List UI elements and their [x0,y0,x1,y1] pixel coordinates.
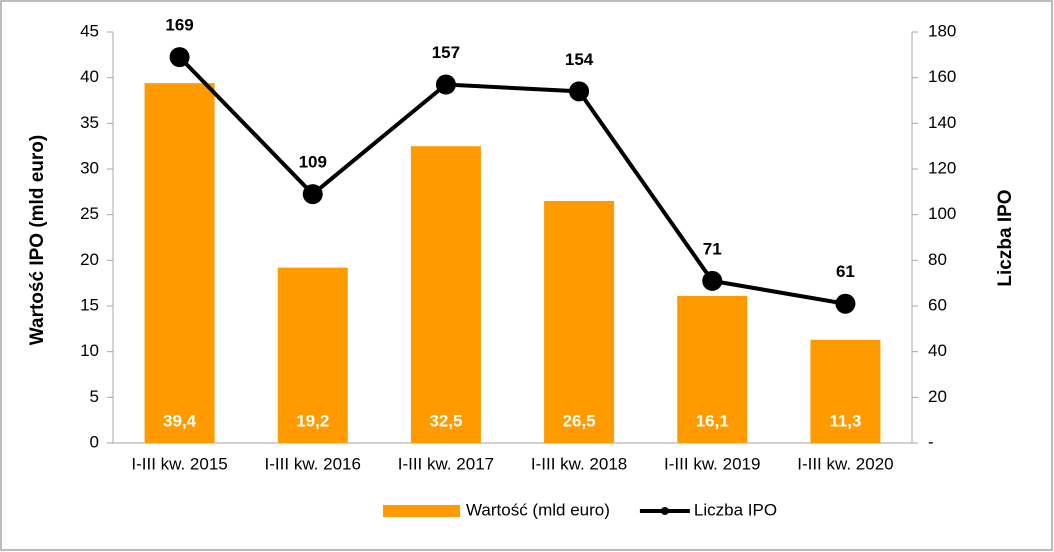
bar-value-label: 32,5 [429,411,462,430]
point-value-label: 61 [836,262,855,281]
y2-tick-label: 60 [928,295,947,314]
bar [677,295,748,443]
bar-value-label: 26,5 [563,411,596,430]
line-point [569,81,590,102]
bar [144,83,215,443]
legend-swatch [660,507,669,515]
y2-tick-label: - [928,432,934,451]
bar [410,146,481,443]
y-tick-label: 20 [80,250,99,269]
y-tick-label: 5 [90,387,99,406]
y2-tick-label: 100 [928,204,956,223]
y-tick-label: 40 [80,67,99,86]
y2-tick-label: 80 [928,250,947,269]
line-point [702,270,723,291]
y-tick-label: 0 [90,432,99,451]
point-value-label: 71 [703,239,722,258]
x-tick-label: I-III kw. 2018 [531,454,627,473]
point-value-label: 169 [165,16,193,35]
point-value-label: 157 [432,43,460,62]
y2-tick-label: 180 [928,21,956,40]
y2-tick-label: 140 [928,113,956,132]
bar-value-label: 16,1 [696,411,729,430]
line-point [835,293,856,314]
line [178,55,846,306]
y2-tick-label: 20 [928,387,947,406]
y-tick-label: 35 [80,113,99,132]
bar [544,200,615,443]
y-tick-label: 15 [80,295,99,314]
bar-value-label: 19,2 [296,411,329,430]
line-point [302,184,323,205]
y2-tick-label: 160 [928,67,956,86]
legend-swatch [383,505,460,517]
legend-label: Wartość (mld euro) [466,500,610,519]
y-tick-label: 10 [80,341,99,360]
x-tick-label: I-III kw. 2016 [265,454,361,473]
legend-label: Liczba IPO [694,500,777,519]
line-point [169,47,190,68]
bar-value-label: 11,3 [829,411,861,430]
x-tick-label: I-III kw. 2019 [664,454,760,473]
point-value-label: 154 [565,50,594,69]
bar [810,339,881,443]
y2-tick-label: 40 [928,341,947,360]
bar-value-label: 39,4 [163,411,197,430]
y-tick-label: 30 [80,158,99,177]
x-tick-label: I-III kw. 2017 [398,454,494,473]
line-point [435,74,456,95]
point-value-label: 109 [299,153,327,172]
y2-axis-title: Liczba IPO [995,189,1016,286]
bar [277,267,348,443]
y-tick-label: 45 [80,21,99,40]
y2-tick-label: 120 [928,158,956,177]
x-tick-label: I-III kw. 2015 [131,454,227,473]
x-tick-label: I-III kw. 2020 [797,454,893,473]
y-tick-label: 25 [80,204,99,223]
y-axis-title: Wartość IPO (mld euro) [27,135,48,345]
